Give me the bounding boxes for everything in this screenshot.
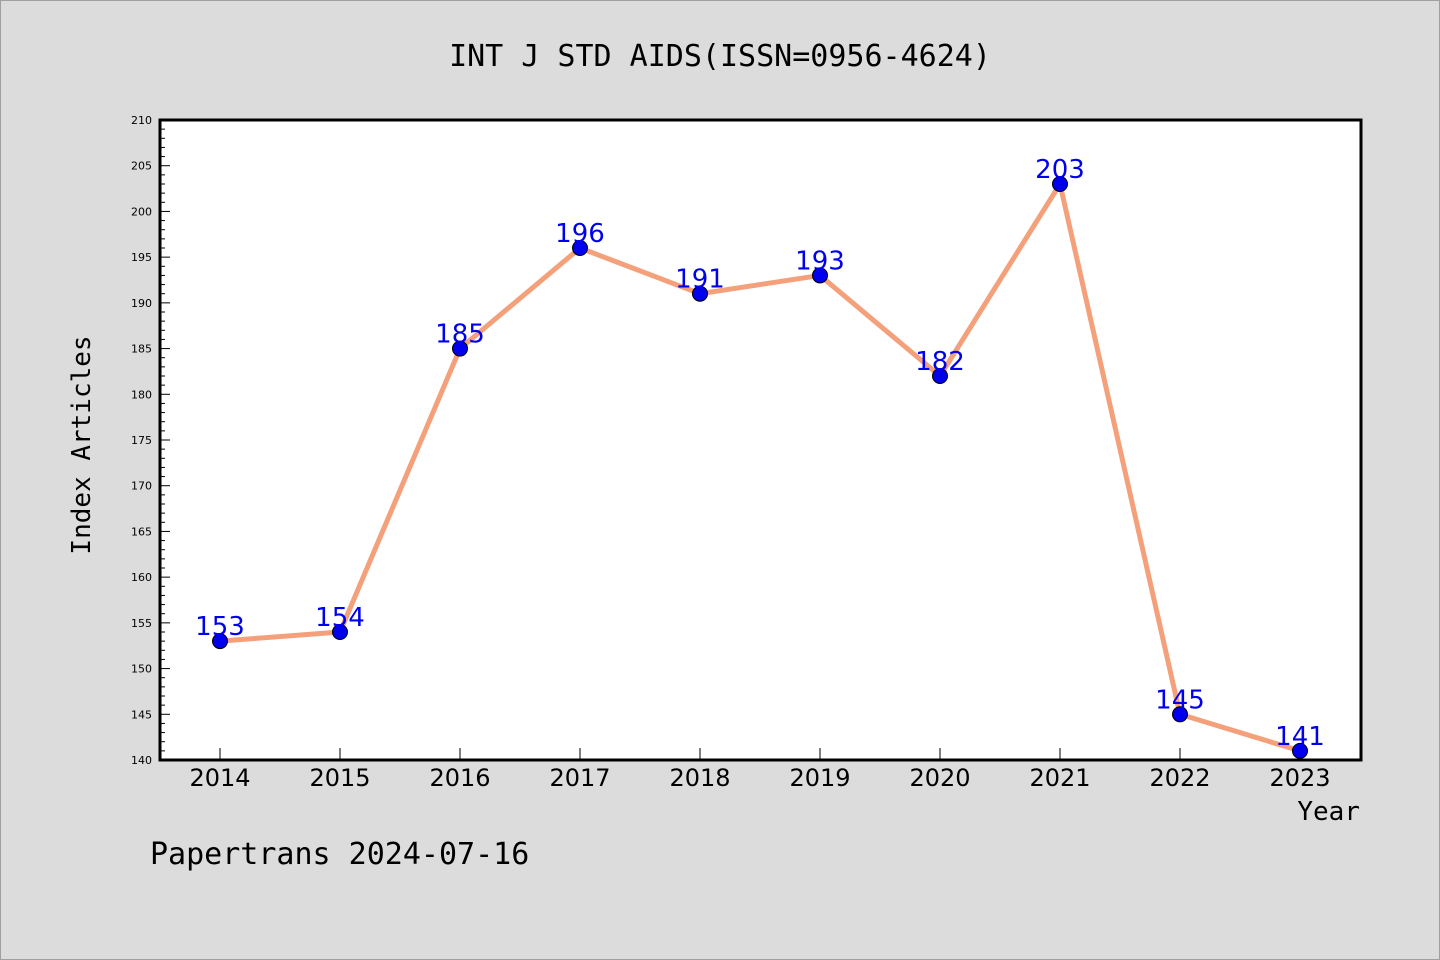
x-tick-label: 2017 (549, 764, 610, 792)
data-label: 145 (1155, 685, 1205, 715)
data-label: 193 (795, 246, 845, 276)
data-point (1292, 742, 1308, 759)
y-tick-label: 200 (131, 205, 152, 218)
data-label: 185 (435, 320, 485, 350)
y-tick-label: 140 (131, 754, 152, 767)
y-tick-label: 160 (131, 571, 152, 584)
data-label: 182 (915, 347, 965, 377)
x-tick-label: 2023 (1269, 764, 1330, 792)
series-line-group: 153 154 185 196 191 193 182 203 145 141 (195, 155, 1325, 759)
y-tick-label: 210 (131, 114, 152, 127)
data-point (932, 368, 948, 384)
x-tick-label: 2018 (669, 764, 730, 792)
data-point (1172, 706, 1188, 723)
x-axis: 2014 2015 2016 2017 2018 2019 2020 2021 2022 2023 (189, 748, 1331, 792)
x-axis-label: Year (1297, 797, 1360, 827)
y-tick-label: 180 (131, 388, 152, 401)
x-tick-label: 2019 (789, 764, 850, 792)
data-label: 191 (675, 265, 725, 295)
y-tick-label: 165 (131, 525, 152, 538)
data-label: 141 (1275, 722, 1325, 752)
x-tick-label: 2014 (189, 764, 250, 792)
x-tick-label: 2016 (429, 764, 490, 792)
data-label: 196 (555, 219, 605, 249)
series-line (217, 181, 1303, 754)
plot-area (158, 118, 1363, 762)
data-point (332, 624, 348, 640)
data-point (1052, 176, 1068, 192)
y-tick-label: 175 (131, 434, 152, 447)
y-tick-label: 185 (131, 343, 152, 356)
data-point (812, 267, 828, 284)
y-tick-label: 190 (131, 297, 152, 310)
y-tick-label: 170 (131, 480, 152, 493)
footer-credit: Papertrans 2024-07-16 (150, 837, 529, 872)
data-point (452, 340, 468, 357)
data-point (572, 240, 588, 256)
y-tick-label: 205 (131, 160, 152, 173)
data-point (692, 285, 708, 302)
chart-title: INT J STD AIDS(ISSN=0956-4624) (449, 39, 991, 74)
y-tick-label: 155 (131, 617, 152, 630)
data-label: 203 (1035, 155, 1085, 185)
y-tick-label: 145 (131, 708, 152, 721)
y-axis: 140 145 150 155 160 165 170 175 180 185 190 195 200 2… (131, 114, 170, 767)
y-tick-label: 195 (131, 251, 152, 264)
x-tick-label: 2020 (909, 764, 970, 792)
y-tick-label: 150 (131, 663, 152, 676)
x-tick-label: 2021 (1029, 764, 1090, 792)
data-label: 153 (195, 612, 245, 642)
data-label: 154 (315, 603, 365, 633)
data-point (212, 633, 228, 650)
x-tick-label: 2022 (1149, 764, 1210, 792)
y-axis-label: Index Articles (67, 335, 97, 554)
x-tick-label: 2015 (309, 764, 370, 792)
